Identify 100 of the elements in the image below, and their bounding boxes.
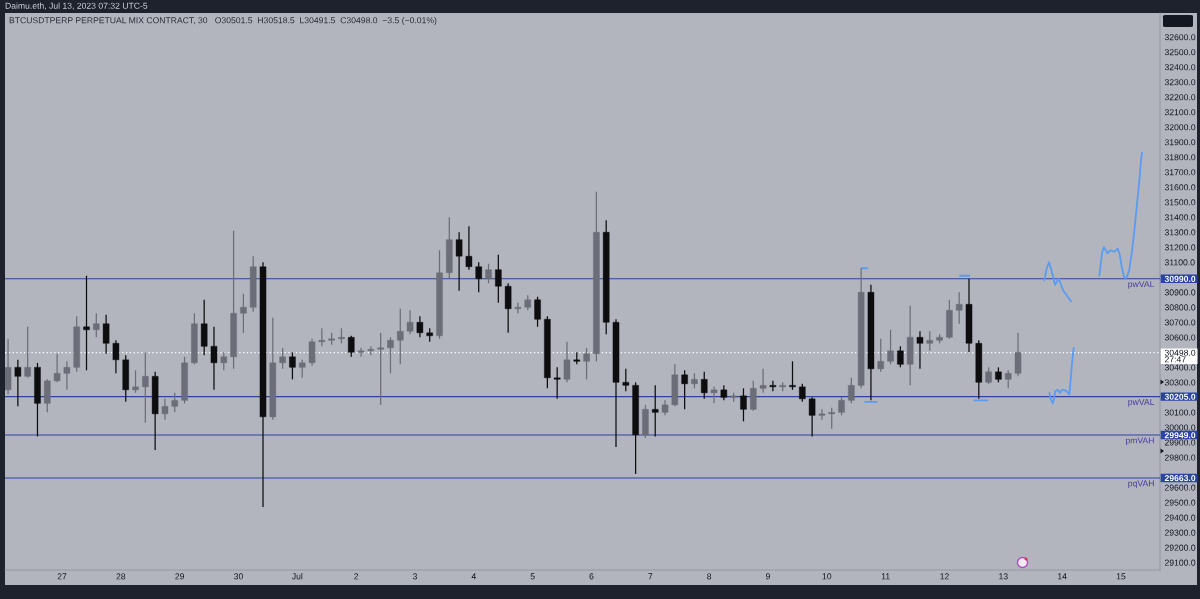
x-tick-label: 5	[530, 573, 535, 580]
candlestick	[789, 360, 796, 391]
x-tick-label: 11	[881, 573, 890, 580]
y-tick-label: 31200.0	[1164, 244, 1196, 251]
candlestick	[24, 326, 31, 379]
y-tick-label: 29500.0	[1164, 499, 1196, 506]
y-tick-label: 29600.0	[1164, 484, 1196, 491]
line-series	[1048, 346, 1075, 405]
y-tick-label: 30400.0	[1164, 364, 1196, 371]
y-tick-label: 31400.0	[1164, 214, 1196, 221]
candlestick	[102, 314, 110, 355]
y-tick-label: 30990.0	[1164, 275, 1196, 282]
y-tick-label: 29949.0	[1164, 432, 1196, 439]
y-tick-label: 29800.0	[1164, 454, 1196, 461]
candlestick	[63, 360, 71, 391]
candlestick	[485, 263, 492, 284]
text: 27:47	[1164, 356, 1186, 363]
y-tick-label: 30498.0	[1164, 349, 1196, 356]
x-tick-label: 7	[648, 573, 653, 580]
x-tick-label: 29	[175, 573, 185, 580]
y-tick-label: 31100.0	[1164, 259, 1195, 266]
y-tick-label: 32200.0	[1164, 94, 1196, 101]
y-tick-label: 32000.0	[1164, 124, 1196, 131]
candlestick	[769, 380, 777, 392]
candlestick	[838, 396, 845, 416]
y-tick-label: 30600.0	[1164, 334, 1196, 341]
y-tick-label: 31700.0	[1164, 169, 1196, 176]
y-tick-label: 29200.0	[1164, 544, 1196, 551]
y-tick-label: 29300.0	[1164, 529, 1196, 536]
candlestick	[681, 369, 688, 410]
candlestick	[318, 327, 326, 347]
x-tick-label: 27	[57, 573, 67, 580]
candlestick	[701, 371, 708, 400]
candlestick	[740, 387, 747, 422]
candlestick	[799, 383, 806, 403]
candlestick	[475, 261, 482, 293]
candlestick	[14, 359, 22, 407]
x-tick-label: 9	[766, 573, 770, 580]
y-tick-label: 30300.0	[1164, 379, 1196, 386]
candlestick	[397, 308, 404, 365]
ref-line-label: pmVAH	[1125, 437, 1154, 446]
ref-line-label: pwVAL	[1128, 281, 1155, 289]
candlestick	[416, 315, 424, 338]
candlestick	[622, 368, 630, 392]
candlestick	[710, 386, 718, 404]
y-tick-label: 31500.0	[1164, 199, 1196, 206]
candlestick	[83, 275, 90, 371]
x-tick-label: 6	[589, 573, 594, 580]
x-tick-label: 8	[707, 573, 712, 580]
y-tick-label: 32400.0	[1164, 64, 1196, 71]
candlestick	[308, 338, 316, 367]
x-tick-label: 3	[412, 573, 418, 580]
y-tick-label: 30700.0	[1164, 319, 1196, 326]
candlestick	[142, 351, 149, 424]
candlestick	[553, 366, 561, 400]
line-series	[1043, 261, 1072, 303]
candlestick	[955, 291, 963, 325]
candlestick	[759, 368, 767, 394]
line-series	[1098, 151, 1143, 280]
candlestick	[534, 296, 541, 328]
candlestick	[357, 347, 365, 358]
y-tick-label: 29663.0	[1164, 475, 1196, 482]
candlestick	[651, 384, 659, 438]
candlestick	[750, 380, 757, 412]
candlestick	[848, 377, 855, 404]
candlestick	[210, 326, 218, 391]
x-tick-label: 28	[116, 573, 126, 580]
candlestick	[161, 398, 169, 421]
y-tick-label: 32100.0	[1164, 109, 1196, 116]
x-tick-label: 30	[234, 573, 243, 580]
y-tick-label: 29900.0	[1164, 439, 1196, 446]
y-tick-label: 31800.0	[1164, 154, 1196, 161]
x-tick-label: 2	[354, 573, 359, 580]
y-tick-label: 30000.0	[1164, 424, 1196, 431]
candlestick	[926, 330, 934, 352]
y-tick-label: 32600.0	[1164, 34, 1196, 41]
ref-line-label: pqVAH	[1128, 480, 1154, 489]
candlestick	[289, 351, 296, 380]
candlestick	[387, 336, 394, 374]
candlestick	[220, 351, 228, 371]
candlestick	[348, 335, 355, 358]
candlestick	[112, 339, 120, 374]
candlestick	[455, 231, 463, 292]
candlestick	[171, 392, 179, 413]
x-tick-label: 4	[471, 573, 476, 580]
x-tick-label: 15	[1116, 573, 1126, 580]
y-tick-label: 31600.0	[1164, 184, 1196, 191]
candlestick	[877, 338, 884, 373]
candlestick	[916, 330, 924, 370]
y-tick-label: 32300.0	[1164, 79, 1196, 86]
candlestick	[5, 338, 12, 395]
candlestick	[406, 309, 414, 335]
candlestick	[93, 312, 100, 338]
candlestick	[495, 254, 502, 304]
candlestick	[367, 345, 375, 356]
y-tick-label: 30900.0	[1164, 289, 1196, 296]
candlestick	[298, 359, 306, 379]
candlestick	[377, 332, 384, 406]
text: Daimu.eth, Jul 13, 2023 07:32 UTC-5	[5, 2, 148, 10]
candlestick	[44, 378, 51, 413]
